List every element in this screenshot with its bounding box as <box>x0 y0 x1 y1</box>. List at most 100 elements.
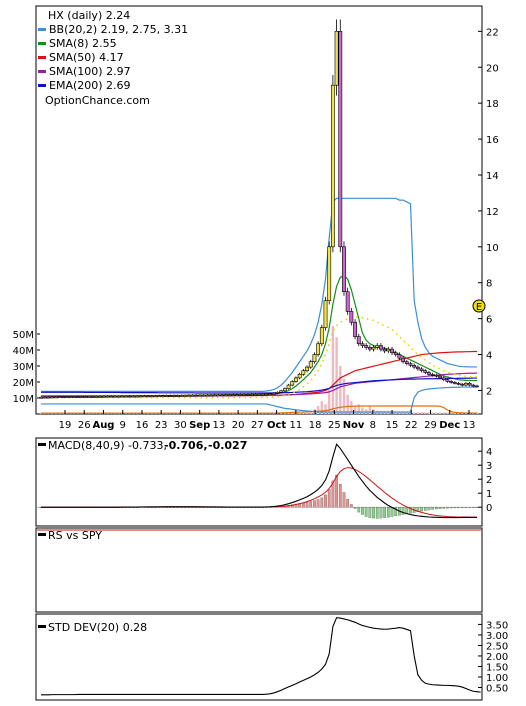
macd-tick-label: 4 <box>486 447 492 458</box>
candle-body <box>46 396 51 399</box>
candle-body <box>464 382 468 386</box>
candle-body <box>323 300 328 328</box>
candle-body <box>146 395 151 398</box>
candle-body <box>135 395 139 398</box>
candle-body <box>475 385 479 388</box>
price-tick-label: 20 <box>486 63 499 74</box>
candle-body <box>338 31 343 248</box>
volume-bar <box>449 412 453 414</box>
candle-body <box>364 345 369 348</box>
volume-bar <box>427 412 431 414</box>
stddev-tick-label: 1.50 <box>486 662 508 673</box>
legend-swatch-ema200 <box>38 84 46 87</box>
candle-body <box>319 327 324 345</box>
candle-body <box>419 368 424 372</box>
volume-bar <box>405 412 408 414</box>
candle-body <box>297 373 302 379</box>
macd-signal-value: -0.706, <box>164 439 208 452</box>
date-tick-label: 27 <box>251 420 264 431</box>
legend-swatch-bb <box>38 28 46 31</box>
macd-histogram-bar <box>320 497 324 508</box>
macd-histogram-bar <box>446 507 449 509</box>
candle-body <box>375 345 380 348</box>
legend-swatch-sma100 <box>38 70 46 73</box>
candle-body <box>401 357 406 363</box>
macd-histogram-bar <box>353 507 357 509</box>
candle-body <box>312 354 317 363</box>
volume-bar <box>453 412 457 414</box>
candle-body <box>246 394 250 396</box>
macd-histogram-bar <box>420 507 423 512</box>
price-overlay-lines <box>41 197 478 413</box>
volume-tick-label: 50M <box>13 330 34 341</box>
candle-body <box>242 394 247 396</box>
macd-histogram-bar <box>372 507 375 519</box>
volume-bar <box>442 412 445 414</box>
candle-body <box>308 361 313 368</box>
candle-body <box>238 394 243 396</box>
legend-sma50: SMA(50) 4.17 <box>49 51 124 64</box>
candle-body <box>367 347 372 350</box>
candle-body <box>138 395 143 398</box>
volume-bar <box>394 412 397 414</box>
legend-sma100: SMA(100) 2.97 <box>49 65 131 78</box>
candle-body <box>379 345 383 350</box>
macd-histogram-bar <box>401 507 405 515</box>
macd-histogram-bar <box>460 507 464 508</box>
volume-bar <box>339 366 342 414</box>
volume-bar <box>431 412 434 414</box>
date-tick-label: Nov <box>343 420 365 431</box>
candle-body <box>452 382 457 384</box>
candle-body <box>98 396 103 398</box>
macd-histogram-bar <box>305 502 309 508</box>
candle-body <box>371 347 376 350</box>
candle-body <box>279 390 284 393</box>
macd-histogram-bar <box>324 494 327 508</box>
candle-body <box>142 395 147 398</box>
volume-bar <box>346 394 349 414</box>
candle-body <box>50 396 54 399</box>
series-bb-lower <box>41 386 477 413</box>
macd-histogram-bar <box>294 503 298 508</box>
macd-plot: 4 3 2 1 0 <box>37 443 492 519</box>
candle-body <box>342 246 346 292</box>
volume-tick-label: 40M <box>13 346 34 357</box>
macd-histogram-bar <box>331 480 335 508</box>
candle-body <box>467 382 472 386</box>
macd-tick-label: 1 <box>486 489 492 500</box>
volume-bar <box>331 326 335 414</box>
candle-body <box>42 396 47 399</box>
candle-body <box>330 84 335 248</box>
candle-body <box>260 393 265 396</box>
candle-body <box>127 395 132 398</box>
date-tick-label: Aug <box>92 420 114 431</box>
candle-body <box>356 336 361 345</box>
stddev-plot: 3.503.002.502.001.501.000.50 <box>41 617 508 696</box>
stddev-tick-label: 3.50 <box>486 620 508 631</box>
candle-body <box>305 366 309 372</box>
candle-body <box>415 366 420 370</box>
macd-histogram-bar <box>457 507 460 508</box>
candle-body <box>161 395 165 397</box>
candle-body <box>234 394 239 396</box>
candle-body <box>249 394 254 396</box>
macd-histogram-bar <box>475 507 479 508</box>
macd-histogram-bar <box>394 507 398 517</box>
candle-body <box>386 348 391 352</box>
candle-body <box>438 375 442 379</box>
candle-body <box>216 394 221 397</box>
candle-body <box>382 348 387 352</box>
candle-body <box>209 394 213 397</box>
volume-bar <box>291 412 294 414</box>
candle-body <box>153 395 158 398</box>
legend-sma8: SMA(8) 2.55 <box>49 37 117 50</box>
candle-body <box>404 361 409 364</box>
candle-body <box>257 393 261 396</box>
macd-histogram-bar <box>301 502 305 508</box>
candle-body <box>290 381 295 386</box>
price-tick-label: 6 <box>486 315 492 326</box>
volume-bar <box>401 412 405 414</box>
price-tick-label: 14 <box>486 171 499 182</box>
candle-body <box>183 395 188 397</box>
candle-body <box>157 395 162 397</box>
